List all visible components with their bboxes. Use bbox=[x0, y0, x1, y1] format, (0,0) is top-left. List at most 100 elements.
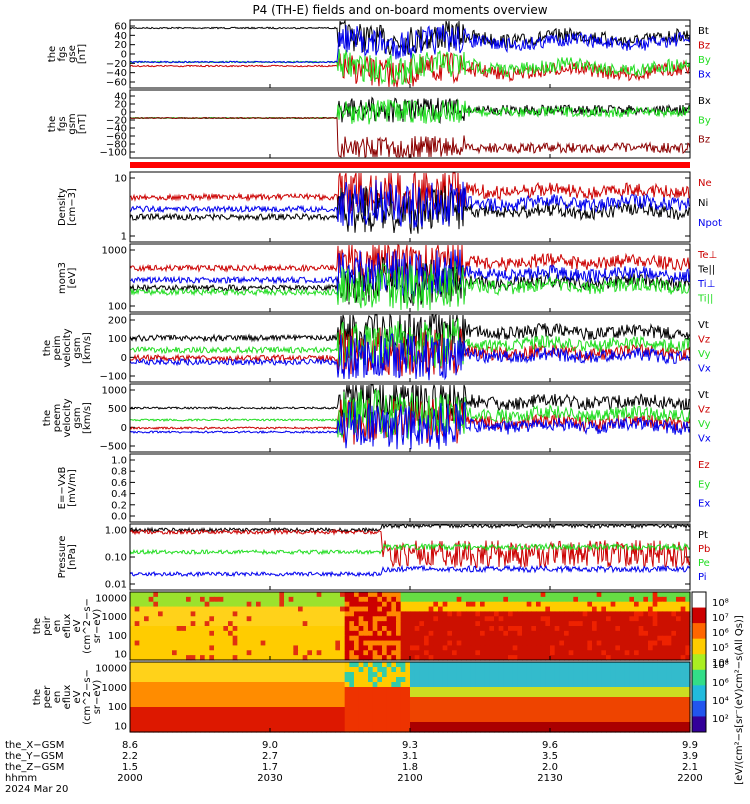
heatmap-cell bbox=[302, 687, 308, 693]
heatmap-cell bbox=[494, 645, 500, 651]
heatmap-cell bbox=[190, 640, 196, 647]
heatmap-cell bbox=[433, 650, 439, 656]
heatmap-cell bbox=[354, 601, 360, 608]
ytick-label: 10 bbox=[114, 174, 127, 185]
heatmap-cell bbox=[447, 596, 453, 603]
heatmap-cell bbox=[368, 692, 374, 698]
heatmap-cell bbox=[386, 616, 392, 622]
heatmap-cell bbox=[307, 717, 313, 723]
heatmap-cell bbox=[414, 712, 420, 718]
heatmap-cell bbox=[475, 616, 481, 622]
heatmap-cell bbox=[638, 616, 644, 622]
heatmap-cell bbox=[643, 722, 649, 728]
heatmap-cell bbox=[190, 606, 196, 613]
heatmap-cell bbox=[256, 645, 262, 651]
heatmap-cell bbox=[232, 640, 238, 647]
heatmap-cell bbox=[428, 677, 434, 683]
heatmap-cell bbox=[386, 722, 392, 728]
heatmap-cell bbox=[260, 635, 266, 642]
series-line-Vx bbox=[129, 332, 691, 381]
heatmap-cell bbox=[512, 616, 518, 622]
heatmap-cell bbox=[302, 662, 308, 668]
heatmap-cell bbox=[615, 621, 621, 627]
heatmap-cell bbox=[685, 630, 691, 637]
heatmap-cell bbox=[148, 635, 154, 642]
heatmap-cell bbox=[307, 702, 313, 708]
heatmap-cell bbox=[279, 667, 285, 673]
heatmap-cell bbox=[232, 702, 238, 708]
heatmap-cell bbox=[601, 640, 607, 647]
heatmap-cell bbox=[648, 717, 654, 723]
heatmap-cell bbox=[545, 601, 551, 608]
heatmap-cell bbox=[344, 722, 350, 728]
heatmap-cell bbox=[391, 667, 397, 673]
heatmap-cell bbox=[470, 606, 476, 613]
heatmap-cell bbox=[270, 682, 276, 688]
heatmap-cell bbox=[279, 687, 285, 693]
heatmap-cell bbox=[172, 667, 178, 673]
heatmap-cell bbox=[190, 717, 196, 723]
heatmap-cell bbox=[503, 717, 509, 723]
heatmap-cell bbox=[316, 626, 322, 632]
heatmap-cell bbox=[237, 650, 243, 656]
heatmap-cell bbox=[316, 635, 322, 642]
heatmap-cell bbox=[218, 727, 224, 733]
panel-ylabel: thepeemvelocitygsm[km/s] bbox=[42, 398, 93, 437]
heatmap-cell bbox=[214, 702, 220, 708]
heatmap-cell bbox=[307, 667, 313, 673]
heatmap-cell bbox=[503, 645, 509, 651]
heatmap-cell bbox=[158, 601, 164, 608]
heatmap-cell bbox=[246, 601, 252, 608]
heatmap-cell bbox=[391, 692, 397, 698]
heatmap-cell bbox=[256, 687, 262, 693]
heatmap-cell bbox=[461, 592, 467, 598]
heatmap-cell bbox=[545, 655, 551, 661]
heatmap-cell bbox=[414, 677, 420, 683]
heatmap-cell bbox=[671, 645, 677, 651]
heatmap-cell bbox=[382, 682, 388, 688]
heatmap-cell bbox=[372, 616, 378, 622]
heatmap-cell bbox=[214, 630, 220, 637]
heatmap-cell bbox=[531, 722, 537, 728]
heatmap-cell bbox=[158, 606, 164, 613]
heatmap-cell bbox=[167, 697, 173, 703]
heatmap-cell bbox=[494, 601, 500, 608]
heatmap-cell bbox=[410, 626, 416, 632]
heatmap-cell bbox=[489, 677, 495, 683]
heatmap-cell bbox=[242, 697, 248, 703]
heatmap-cell bbox=[144, 621, 150, 627]
heatmap-cell bbox=[242, 606, 248, 613]
heatmap-cell bbox=[391, 592, 397, 598]
heatmap-cell bbox=[330, 717, 336, 723]
heatmap-cell bbox=[307, 712, 313, 718]
heatmap-cell bbox=[134, 621, 140, 627]
heatmap-cell bbox=[279, 655, 285, 661]
heatmap-cell bbox=[400, 667, 406, 673]
heatmap-cell bbox=[134, 630, 140, 637]
heatmap-cell bbox=[158, 662, 164, 668]
heatmap-cell bbox=[559, 687, 565, 693]
heatmap-cell bbox=[237, 692, 243, 698]
heatmap-cell bbox=[615, 596, 621, 603]
heatmap-cell bbox=[382, 592, 388, 598]
ytick-label: 10000 bbox=[95, 664, 127, 675]
heatmap-cell bbox=[354, 611, 360, 617]
heatmap-cell bbox=[503, 727, 509, 733]
heatmap-cell bbox=[186, 677, 192, 683]
heatmap-cell bbox=[382, 697, 388, 703]
heatmap-cell bbox=[284, 707, 290, 713]
heatmap-cell bbox=[246, 606, 252, 613]
heatmap-cell bbox=[540, 621, 546, 627]
heatmap-cell bbox=[307, 722, 313, 728]
heatmap-cell bbox=[685, 601, 691, 608]
plot-title: P4 (TH-E) fields and on-board moments ov… bbox=[252, 3, 547, 17]
heatmap-cell bbox=[592, 640, 598, 647]
heatmap-cell bbox=[256, 702, 262, 708]
colorbar-frame bbox=[691, 591, 707, 733]
heatmap-cell bbox=[498, 697, 504, 703]
heatmap-cell bbox=[363, 621, 369, 627]
heatmap-cell bbox=[522, 712, 528, 718]
heatmap-cell bbox=[312, 707, 318, 713]
heatmap-cell bbox=[587, 645, 593, 651]
heatmap-cell bbox=[540, 687, 546, 693]
